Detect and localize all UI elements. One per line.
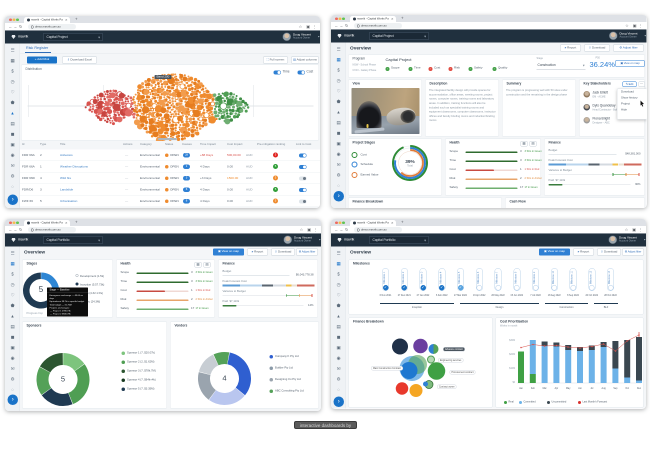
svg-text:Apr: Apr [554, 387, 558, 390]
svg-text:$10M: $10M [509, 368, 515, 370]
svg-text:Aug: Aug [601, 387, 606, 390]
svg-text:Oct: Oct [625, 387, 629, 390]
svg-text:Jul: Jul [590, 388, 593, 390]
svg-text:Sep: Sep [613, 388, 618, 390]
svg-text:$20M: $20M [509, 354, 515, 356]
svg-text:Dec: Dec [636, 388, 641, 390]
svg-text:May: May [566, 388, 571, 390]
svg-text:Jun: Jun [578, 388, 582, 390]
svg-text:$0: $0 [512, 382, 515, 384]
svg-text:$30M: $30M [509, 340, 515, 342]
svg-text:Mar: Mar [542, 387, 546, 390]
svg-text:Jan: Jan [519, 388, 523, 390]
svg-text:Feb: Feb [530, 388, 535, 390]
